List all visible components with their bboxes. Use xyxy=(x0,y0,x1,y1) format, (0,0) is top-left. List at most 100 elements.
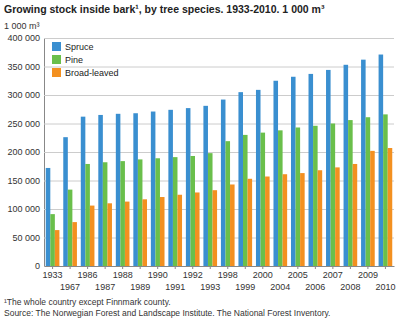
tick-mark xyxy=(70,266,71,269)
y-axis: 050 000100 000150 000200 000250 000300 0… xyxy=(7,33,394,271)
y-tick-label: 0 xyxy=(35,261,40,271)
legend-label: Pine xyxy=(65,55,83,65)
series xyxy=(46,55,383,266)
grid-line xyxy=(44,124,394,125)
x-tick: 2007 xyxy=(323,266,343,280)
bar xyxy=(50,214,55,266)
tick-mark xyxy=(385,266,386,269)
x-tick: 2010 xyxy=(375,266,395,292)
bar xyxy=(120,161,125,266)
legend-item: Spruce xyxy=(52,42,94,52)
annotation: Source: The Norwegian Forest and Landsca… xyxy=(4,308,331,318)
bar xyxy=(348,120,353,266)
bar xyxy=(296,127,301,266)
bar xyxy=(173,157,178,266)
x-tick-label: 2006 xyxy=(305,282,325,292)
tick-mark xyxy=(210,266,211,269)
legend-swatch xyxy=(52,68,61,77)
bar xyxy=(366,117,371,266)
bar xyxy=(388,148,393,266)
bar xyxy=(238,92,243,266)
bar xyxy=(90,206,95,266)
annotation: ¹The whole country except Finnmark count… xyxy=(4,297,171,307)
bar xyxy=(85,164,90,266)
tick-mark xyxy=(262,266,263,269)
bar xyxy=(248,179,253,266)
y-tick: 250 000 xyxy=(7,119,394,129)
tick-mark xyxy=(192,266,193,269)
bar xyxy=(151,112,156,266)
bars xyxy=(46,55,392,266)
legend-label: Broad-leaved xyxy=(65,68,119,78)
x-tick: 2009 xyxy=(358,266,378,280)
x-tick-label: 2000 xyxy=(253,270,273,280)
x-tick-label: 2009 xyxy=(358,270,378,280)
x-tick-label: 2008 xyxy=(340,282,360,292)
bar xyxy=(361,60,366,266)
bar xyxy=(283,174,288,266)
x-tick: 1988 xyxy=(113,266,133,280)
y-tick-label: 300 000 xyxy=(7,90,40,100)
x-tick: 1990 xyxy=(148,266,168,280)
bar xyxy=(243,135,248,266)
tick-mark xyxy=(122,266,123,269)
tick-mark xyxy=(140,266,141,269)
bar xyxy=(203,106,208,266)
y-tick-label: 200 000 xyxy=(7,147,40,157)
bar xyxy=(331,124,336,267)
bar xyxy=(230,184,235,266)
bar xyxy=(225,141,230,266)
legend-item: Broad-leaved xyxy=(52,68,119,78)
bar xyxy=(221,100,226,266)
x-tick-label: 1993 xyxy=(200,282,220,292)
bar xyxy=(195,192,200,266)
x-tick-label: 1998 xyxy=(218,270,238,280)
y-tick: 300 000 xyxy=(7,90,394,100)
y-tick-label: 350 000 xyxy=(7,62,40,72)
bar xyxy=(55,230,60,266)
title: Growing stock inside bark¹, by tree spec… xyxy=(4,3,325,15)
tick-mark xyxy=(315,266,316,269)
bar xyxy=(335,167,340,266)
bar xyxy=(177,195,182,266)
grid-line xyxy=(44,266,394,267)
x-tick: 2000 xyxy=(253,266,273,280)
y-axis-label: 1 000 m³ xyxy=(4,21,40,31)
bar xyxy=(265,177,270,266)
x-tick-label: 1986 xyxy=(78,270,98,280)
y-tick-label: 100 000 xyxy=(7,204,40,214)
x-tick-label: 1999 xyxy=(235,282,255,292)
legend: Spruce Pine Broad-leaved xyxy=(52,42,119,78)
bar xyxy=(370,151,375,266)
bar xyxy=(142,199,147,266)
tick-mark xyxy=(367,266,368,269)
bar xyxy=(278,130,283,266)
x-tick: 1986 xyxy=(78,266,98,280)
series xyxy=(50,114,387,266)
grid-line xyxy=(44,238,394,239)
bar xyxy=(138,159,143,266)
bar xyxy=(326,70,331,266)
x-tick-label: 1989 xyxy=(130,282,150,292)
y-tick-label: 250 000 xyxy=(7,119,40,129)
bar xyxy=(98,115,103,266)
grid-line xyxy=(44,209,394,210)
grid-line xyxy=(44,181,394,182)
tick-mark xyxy=(227,266,228,269)
bar xyxy=(116,114,121,266)
tick-mark xyxy=(297,266,298,269)
legend-swatch xyxy=(52,42,61,51)
x-axis: 1933196719861987198819891990199119921993… xyxy=(43,266,396,292)
legend-swatch xyxy=(52,55,61,64)
tick-mark xyxy=(105,266,106,269)
chart: Growing stock inside bark¹, by tree spec… xyxy=(0,0,400,320)
x-tick-label: 1990 xyxy=(148,270,168,280)
x-tick-label: 2007 xyxy=(323,270,343,280)
x-tick-label: 1967 xyxy=(60,282,80,292)
series xyxy=(55,148,392,266)
plot: 050 000100 000150 000200 000250 000300 0… xyxy=(7,33,395,291)
tick-mark xyxy=(350,266,351,269)
bar xyxy=(261,133,266,266)
grid-line xyxy=(44,152,394,153)
bar xyxy=(107,203,112,266)
